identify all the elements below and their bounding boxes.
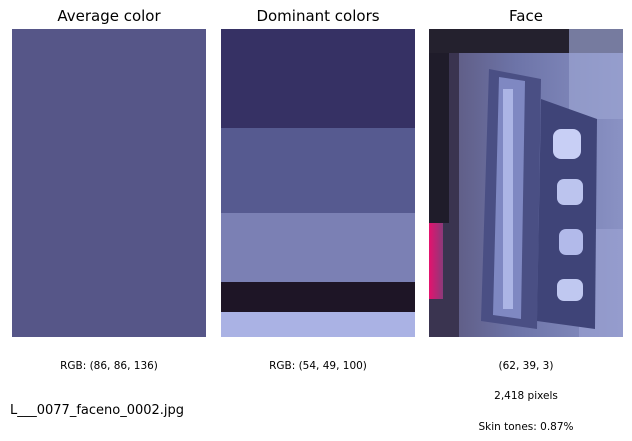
face-crop-image: [429, 29, 623, 337]
average-color-rgb-caption: RGB: (86, 86, 136): [60, 360, 158, 372]
dominant-color-swatch-5: [221, 312, 415, 337]
dominant-color-swatch-3: [221, 213, 415, 282]
dominant-color-swatch-2: [221, 128, 415, 213]
face-image: [429, 29, 623, 337]
average-color-swatch: [12, 29, 206, 337]
face-pixel-count: 2,418 pixels: [494, 390, 558, 402]
dominant-colors-panel: [221, 29, 415, 337]
dominant-color-swatch-1: [221, 29, 415, 128]
dominant-color-swatch-4: [221, 282, 415, 312]
skin-tone-percentage: Skin tones: 0.87%: [478, 421, 574, 433]
image-filename: L___0077_faceno_0002.jpg: [10, 403, 185, 418]
face-title: Face: [509, 7, 543, 25]
face-rgb-caption: (62, 39, 3): [498, 360, 554, 372]
dominant-color-rgb-caption: RGB: (54, 49, 100): [269, 360, 367, 372]
dominant-colors-title: Dominant colors: [256, 7, 380, 25]
average-color-title: Average color: [57, 7, 161, 25]
